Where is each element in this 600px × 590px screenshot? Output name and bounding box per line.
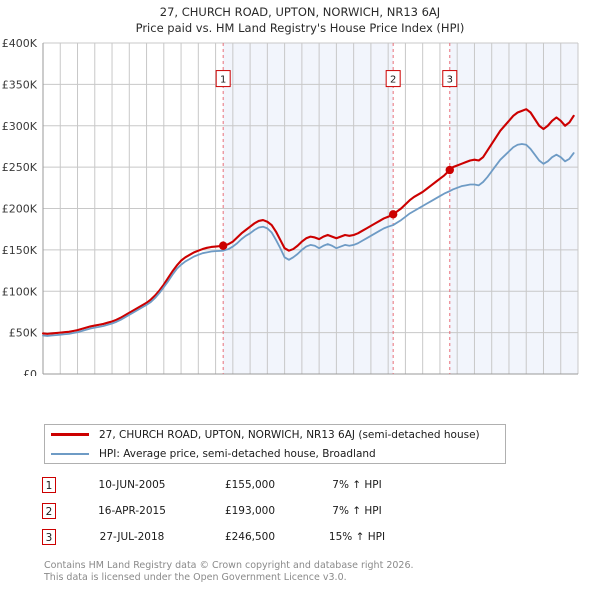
transaction-price: £155,000 xyxy=(224,479,276,491)
transaction-marker-badges[interactable]: 1 2 3 xyxy=(215,70,458,88)
svg-text:£300K: £300K xyxy=(2,120,38,133)
chart-marker-badge-1[interactable]: 1 xyxy=(215,70,231,88)
svg-text:2: 2 xyxy=(390,75,396,86)
transaction-hpi-delta: 15% ↑ HPI xyxy=(328,531,386,543)
svg-text:£400K: £400K xyxy=(2,37,38,50)
y-axis-tick-labels: £0 £50K £100K £150K £200K £250K £300K £350K £400… xyxy=(2,37,38,376)
transaction-marker-lines xyxy=(222,43,451,374)
transactions-table: 1 10-JUN-2005 £155,000 7% ↑ HPI 2 16-APR… xyxy=(42,472,462,550)
chart-svg: £0 £50K £100K £150K £200K £250K £300K £350K £400… xyxy=(2,37,579,376)
footer-copyright-line: Contains HM Land Registry data © Crown c… xyxy=(44,560,414,571)
svg-text:£250K: £250K xyxy=(2,161,38,174)
svg-text:£200K: £200K xyxy=(2,203,38,216)
footer-licence-line: This data is licensed under the Open Gov… xyxy=(44,572,347,583)
chart-gridlines xyxy=(42,42,579,375)
chart-marker-badge-2[interactable]: 2 xyxy=(385,70,401,88)
legend-label-property: 27, CHURCH ROAD, UPTON, NORWICH, NR13 6A… xyxy=(99,428,480,441)
status-badge: 3 xyxy=(42,529,56,545)
svg-text:£150K: £150K xyxy=(2,244,38,257)
chart-title-block: 27, CHURCH ROAD, UPTON, NORWICH, NR13 6A… xyxy=(0,4,600,36)
chart-legend: 27, CHURCH ROAD, UPTON, NORWICH, NR13 6A… xyxy=(44,424,506,464)
page-subtitle: Price paid vs. HM Land Registry's House … xyxy=(135,21,465,35)
table-row[interactable]: 2 16-APR-2015 £193,000 7% ↑ HPI xyxy=(42,498,462,524)
legend-swatch-property-icon xyxy=(51,433,89,436)
chart-series-lines xyxy=(41,108,575,337)
status-badge: 1 xyxy=(42,477,56,493)
table-row[interactable]: 3 27-JUL-2018 £246,500 15% ↑ HPI xyxy=(42,524,462,550)
transaction-hpi-delta: 7% ↑ HPI xyxy=(332,505,382,517)
page-title: 27, CHURCH ROAD, UPTON, NORWICH, NR13 6A… xyxy=(159,5,441,19)
copyright-footer: Contains HM Land Registry data © Crown c… xyxy=(44,560,584,584)
transaction-price: £246,500 xyxy=(224,531,276,543)
price-history-chart: £0 £50K £100K £150K £200K £250K £300K £350K £400… xyxy=(0,36,600,376)
chart-axes xyxy=(42,43,578,375)
svg-text:3: 3 xyxy=(447,75,453,86)
transaction-hpi-delta: 7% ↑ HPI xyxy=(332,479,382,491)
transaction-date: 10-JUN-2005 xyxy=(98,479,166,491)
svg-text:£0: £0 xyxy=(23,368,37,376)
svg-text:£100K: £100K xyxy=(2,285,38,298)
chart-marker-badge-3[interactable]: 3 xyxy=(442,70,458,88)
transaction-date: 16-APR-2015 xyxy=(98,505,166,517)
legend-item-hpi: HPI: Average price, semi-detached house,… xyxy=(45,444,505,463)
transaction-date: 27-JUL-2018 xyxy=(99,531,165,543)
svg-text:£350K: £350K xyxy=(2,78,38,91)
svg-text:£50K: £50K xyxy=(9,327,38,340)
transaction-price: £193,000 xyxy=(224,505,276,517)
svg-text:1: 1 xyxy=(220,75,226,86)
table-row[interactable]: 1 10-JUN-2005 £155,000 7% ↑ HPI xyxy=(42,472,462,498)
transaction-data-points xyxy=(218,165,454,250)
legend-item-property: 27, CHURCH ROAD, UPTON, NORWICH, NR13 6A… xyxy=(45,425,505,444)
status-badge: 2 xyxy=(42,503,56,519)
legend-swatch-hpi-icon xyxy=(51,452,89,455)
legend-label-hpi: HPI: Average price, semi-detached house,… xyxy=(99,447,376,460)
